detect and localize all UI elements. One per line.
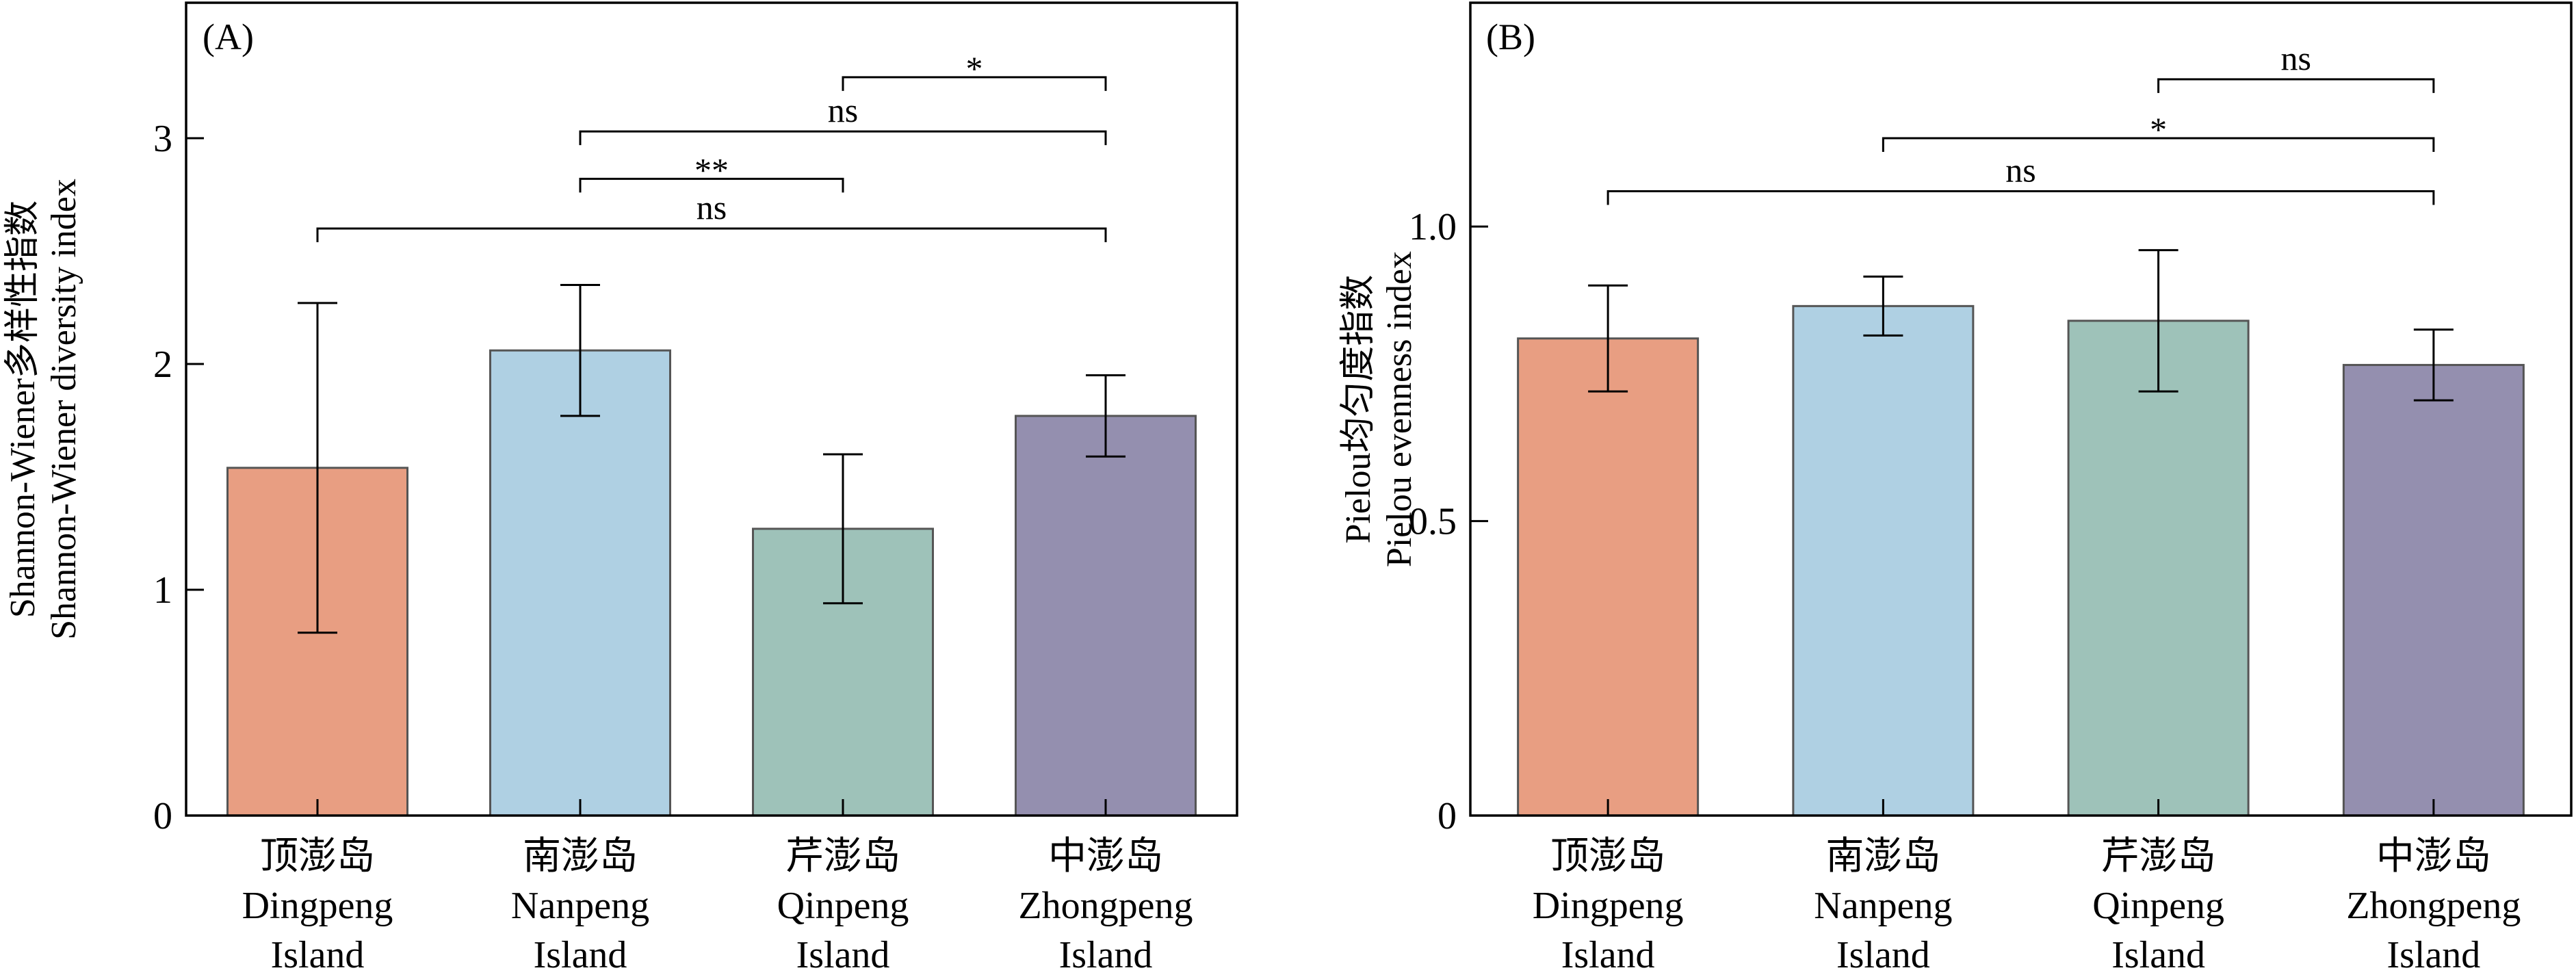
error-bar-2 [560,284,600,417]
category-name-en: Dingpeng [242,885,393,927]
significance-bracket-3: ns [2157,39,2435,93]
category-name-cn: 顶澎岛 [1550,835,1665,878]
category-name-en: Dingpeng [1533,885,1684,927]
significance-label: ns [697,188,727,226]
category-name-cn: 南澎岛 [1825,835,1940,878]
bar-4 [2342,363,2525,817]
significance-bracket-4: * [842,49,1107,91]
x-category-label-4: 中澎岛 Zhongpeng Island [2346,835,2521,976]
category-name-en: Zhongpeng [2346,885,2521,927]
bracket-line [1606,190,2435,205]
significance-label: * [966,49,983,88]
bracket-line [579,130,1107,146]
y-axis-title-cn: Pielou均匀度指数 [1339,275,1378,544]
category-name-cn: 芹澎岛 [785,835,900,878]
y-axis-title-en: Pielou evenness index [1380,251,1419,567]
bar-2 [1792,304,1975,817]
category-name-cn: 顶澎岛 [260,835,375,878]
panel-letter: (B) [1486,16,1535,57]
error-bar-4 [2413,328,2454,402]
y-tick-label: 1 [153,569,172,612]
category-name-cn: 中澎岛 [1048,835,1163,878]
category-name-island: Island [2111,934,2205,976]
chart-panel-a: ns**ns*0123顶澎岛DingpengIsland南澎岛NanpengIs… [3,1,1238,976]
category-name-cn: 中澎岛 [2376,835,2491,878]
y-tick-label: 2 [153,343,172,386]
category-name-en: Nanpeng [1814,885,1952,927]
category-name-island: Island [1059,934,1153,976]
category-name-en: Qinpeng [777,885,909,927]
chart-panel-b: ns * ns 0 0.5 1.0 顶澎岛 Dingpeng Island 南澎岛 Nanpeng I… [1339,1,2573,976]
bar-1 [1517,337,1700,817]
x-category-label-3: 芹澎岛 Qinpeng Island [2092,835,2224,976]
x-category-label-1: 顶澎岛 Dingpeng Island [1533,835,1684,976]
bracket-line [2157,78,2435,93]
error-bar-3 [2138,249,2178,393]
y-tick-label: 0.5 [1409,501,1457,543]
y-tick-label: 0 [1437,795,1457,837]
error-bar-2 [1863,275,1903,337]
significance-label: * [2150,110,2167,148]
significance-bracket-2: ** [579,151,844,193]
error-bar-1 [298,302,337,634]
category-name-en: Qinpeng [2092,885,2224,927]
plot-frame [1469,1,2573,817]
y-tick-label: 0 [153,795,172,837]
bracket-line [1882,137,2435,152]
bracket-line [842,76,1107,91]
category-name-en: Nanpeng [511,885,649,927]
bar-4 [1015,415,1197,817]
category-name-en: Zhongpeng [1018,885,1193,927]
significance-bracket-1: ns [316,188,1107,242]
y-axis-title-cn: Shannon-Wiener多样性指数 [3,200,42,618]
category-name-cn: 芹澎岛 [2101,835,2216,878]
x-category-label-3: 芹澎岛 Qinpeng Island [777,835,909,976]
significance-bracket-1: ns [1606,151,2435,205]
bracket-line [316,227,1107,242]
x-category-label-1: 顶澎岛 Dingpeng Island [242,835,393,976]
category-name-island: Island [1561,934,1655,976]
error-bar-4 [1086,374,1126,458]
significance-bracket-2: * [1882,110,2435,152]
significance-bracket-3: ns [579,91,1107,146]
category-name-island: Island [271,934,365,976]
significance-label: ** [694,151,729,189]
significance-label: ns [2005,151,2035,189]
plot-frame [185,1,1238,817]
category-name-island: Island [796,934,890,976]
error-bar-3 [823,453,863,605]
significance-label: ns [2281,39,2311,77]
bar-2 [489,349,671,817]
x-category-label-2: 南澎岛 Nanpeng Island [1814,835,1952,976]
category-name-cn: 南澎岛 [523,835,638,878]
bracket-line [579,177,844,193]
category-name-island: Island [2386,934,2480,976]
x-category-label-4: 中澎岛 Zhongpeng Island [1018,835,1193,976]
category-name-island: Island [1836,934,1930,976]
bar-3 [2067,320,2250,817]
y-tick-label: 3 [153,118,172,160]
y-axis-title-en: Shannon-Wiener diversity index [44,179,83,640]
category-name-island: Island [534,934,627,976]
error-bar-1 [1588,284,1628,393]
panel-letter: (A) [203,16,254,57]
x-category-label-2: 南澎岛 Nanpeng Island [511,835,649,976]
y-tick-label: 1.0 [1409,206,1457,248]
significance-label: ns [828,91,858,129]
